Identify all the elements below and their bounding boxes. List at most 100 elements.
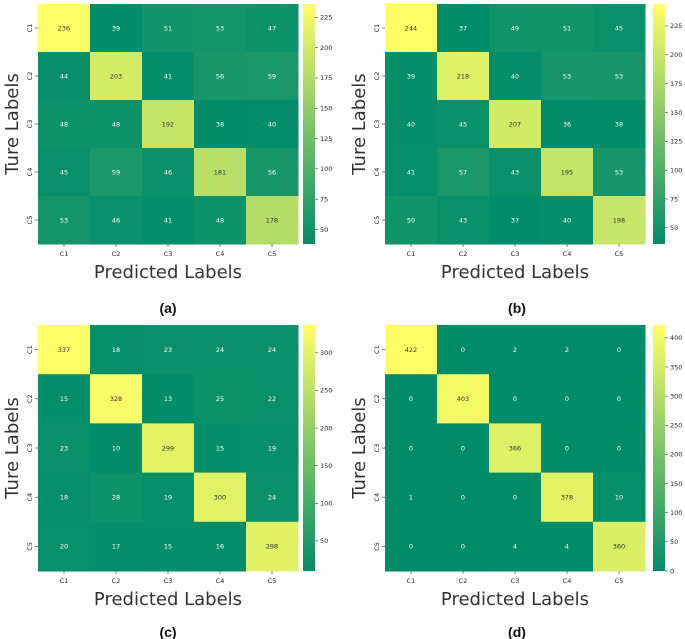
x-tick-label: C5 xyxy=(615,577,624,585)
heatmap-cell xyxy=(385,423,438,474)
cell-value-label: 41 xyxy=(164,72,172,80)
y-tick-label: C4 xyxy=(26,493,34,502)
heatmap-cell xyxy=(90,52,143,101)
colorbar-tick-label: 125 xyxy=(670,138,682,146)
cell-value-label: 48 xyxy=(112,120,120,128)
colorbar-tick-label: 175 xyxy=(670,80,682,88)
heatmap-cell xyxy=(541,4,594,53)
cell-value-label: 45 xyxy=(60,168,68,176)
colorbar-tick-label: 250 xyxy=(670,422,682,430)
cell-value-label: 53 xyxy=(615,72,623,80)
heatmap-cell xyxy=(593,100,646,149)
cell-value-label: 36 xyxy=(563,120,571,128)
colorbar-tick-label: 200 xyxy=(670,51,682,59)
panel-label: (c) xyxy=(159,624,176,639)
colorbar-tick-label: 0 xyxy=(670,567,674,575)
heatmap-cell xyxy=(90,325,143,375)
colorbar-tick-label: 225 xyxy=(320,14,332,22)
cell-value-label: 50 xyxy=(407,216,415,224)
heatmap-cell xyxy=(142,325,195,375)
cell-value-label: 24 xyxy=(216,346,224,354)
heatmap-cell xyxy=(541,100,594,149)
colorbar-tick-label: 50 xyxy=(670,224,678,232)
colorbar-tick-label: 350 xyxy=(670,363,682,371)
heatmap-cell xyxy=(246,148,299,197)
cell-value-label: 39 xyxy=(407,72,415,80)
heatmap-cell xyxy=(246,196,299,245)
heatmap-cell xyxy=(437,521,490,572)
cell-value-label: 366 xyxy=(509,444,521,452)
cell-value-label: 38 xyxy=(216,120,224,128)
heatmap-cell xyxy=(38,374,91,424)
heatmap-cell xyxy=(38,4,91,53)
heatmap-cell xyxy=(38,423,91,474)
cell-value-label: 43 xyxy=(511,168,519,176)
heatmap-cell xyxy=(38,100,91,149)
heatmap-cell xyxy=(194,100,247,149)
heatmap-cell xyxy=(385,196,438,245)
colorbar-tick-label: 400 xyxy=(670,334,682,342)
cell-value-label: 10 xyxy=(615,494,623,502)
cell-value-label: 2 xyxy=(513,346,517,354)
cell-value-label: 48 xyxy=(60,120,68,128)
heatmap-cell xyxy=(194,4,247,53)
heatmap-cell xyxy=(194,423,247,474)
cell-value-label: 0 xyxy=(513,395,517,403)
cell-value-label: 15 xyxy=(60,395,68,403)
heatmap-cell xyxy=(246,100,299,149)
heatmap-cell xyxy=(489,196,542,245)
heatmap-cell xyxy=(593,374,646,424)
x-axis-label: Predicted Labels xyxy=(94,589,242,610)
heatmap-cell xyxy=(142,196,195,245)
x-tick-label: C1 xyxy=(407,577,416,585)
y-tick-label: C3 xyxy=(373,444,381,453)
cell-value-label: 178 xyxy=(266,216,278,224)
heatmap-cell xyxy=(194,374,247,424)
colorbar-tick-label: 150 xyxy=(670,109,682,117)
heatmap-cell xyxy=(38,325,91,375)
heatmap-cell xyxy=(90,521,143,572)
y-axis-label: Ture Labels xyxy=(349,397,370,499)
x-tick-label: C3 xyxy=(511,577,520,585)
colorbar-tick-label: 225 xyxy=(670,22,682,30)
colorbar-tick-label: 50 xyxy=(670,538,678,546)
cell-value-label: 0 xyxy=(617,395,621,403)
heatmap-cell xyxy=(246,472,299,523)
heatmap-cell xyxy=(194,472,247,523)
cell-value-label: 24 xyxy=(268,494,276,502)
cell-value-label: 46 xyxy=(164,168,172,176)
cell-value-label: 328 xyxy=(110,395,122,403)
x-axis-label: Predicted Labels xyxy=(441,262,589,283)
heatmap-cell xyxy=(593,52,646,101)
cell-value-label: 195 xyxy=(561,168,573,176)
cell-value-label: 46 xyxy=(112,216,120,224)
heatmap-cell xyxy=(489,472,542,523)
cell-value-label: 181 xyxy=(214,168,226,176)
x-tick-label: C4 xyxy=(563,577,572,585)
y-tick-label: C2 xyxy=(373,394,381,403)
x-axis-label: Predicted Labels xyxy=(94,262,242,283)
cell-value-label: 10 xyxy=(112,444,120,452)
cell-value-label: 198 xyxy=(613,216,625,224)
cell-value-label: 4 xyxy=(565,543,569,551)
confusion-matrix-3: 337 18 23 24 24 15 328 13 25 22 23 10 299 15 19 18 28 19 3… xyxy=(2,325,332,639)
cell-value-label: 0 xyxy=(565,444,569,452)
cell-value-label: 203 xyxy=(110,72,122,80)
heatmap-cell xyxy=(489,100,542,149)
heatmap-cell xyxy=(38,148,91,197)
cell-value-label: 45 xyxy=(615,24,623,32)
cell-value-label: 0 xyxy=(461,444,465,452)
heatmap-cell xyxy=(437,196,490,245)
cell-value-label: 41 xyxy=(164,216,172,224)
cell-value-label: 16 xyxy=(216,543,224,551)
cell-value-label: 0 xyxy=(461,543,465,551)
heatmap-cell xyxy=(593,521,646,572)
cell-value-label: 17 xyxy=(112,543,120,551)
x-tick-label: C1 xyxy=(407,250,416,258)
x-tick-label: C3 xyxy=(164,577,173,585)
cell-value-label: 57 xyxy=(459,168,467,176)
cell-value-label: 236 xyxy=(58,24,70,32)
heatmap-cell xyxy=(489,423,542,474)
cell-value-label: 13 xyxy=(164,395,172,403)
